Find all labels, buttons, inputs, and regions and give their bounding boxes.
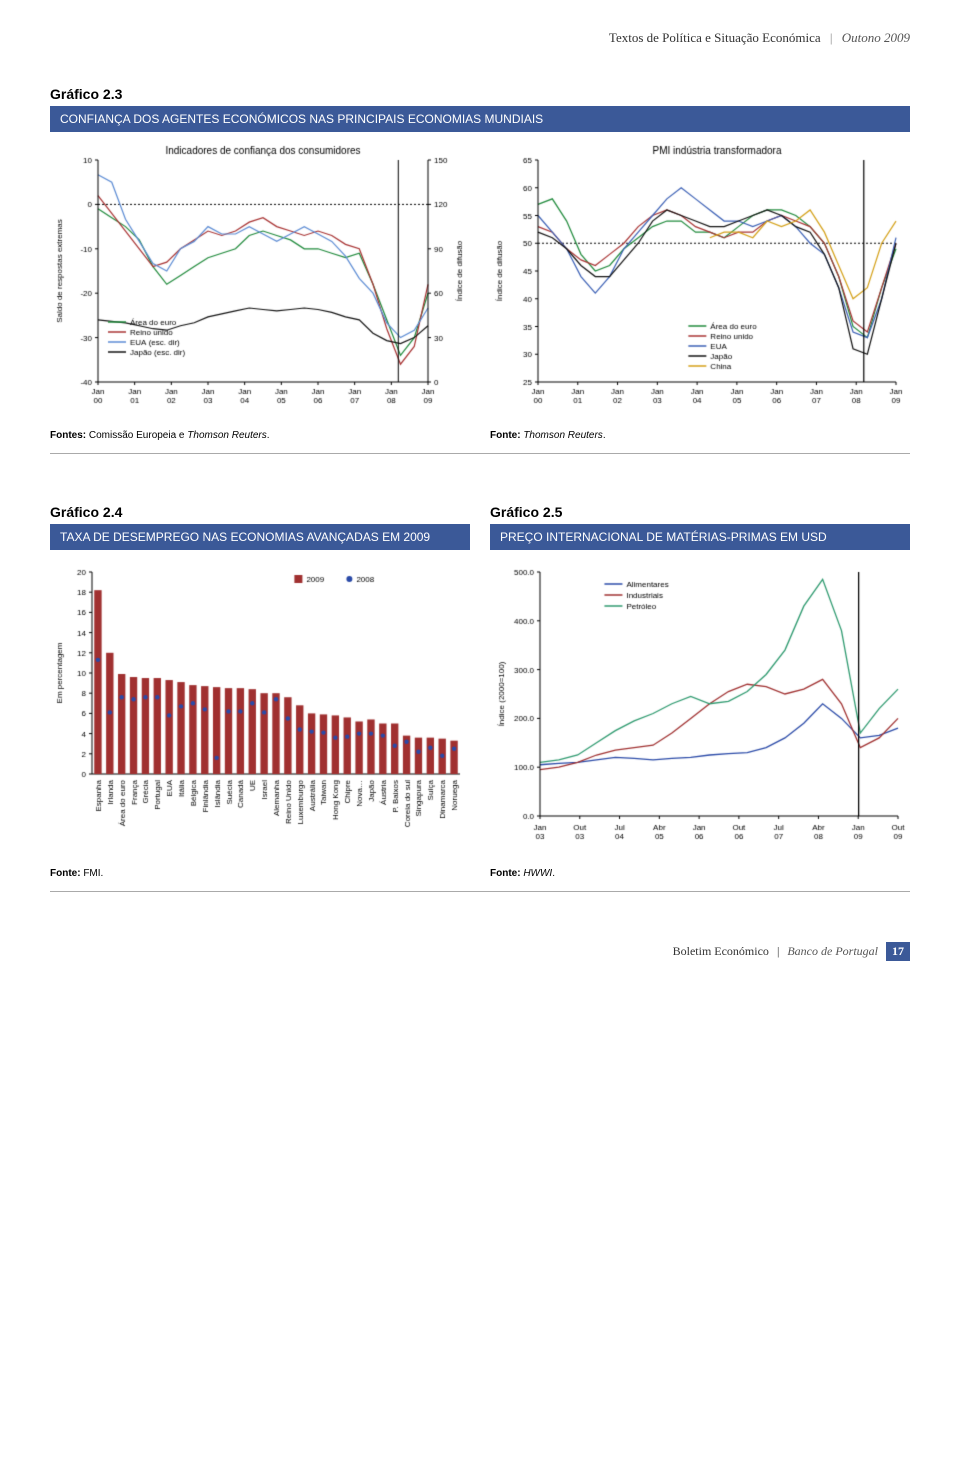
grafico-2-3-title: CONFIANÇA DOS AGENTES ECONÓMICOS NAS PRI… <box>50 106 910 132</box>
unemployment-bar-chart <box>50 560 470 860</box>
grafico-2-5-title: PREÇO INTERNACIONAL DE MATÉRIAS-PRIMAS E… <box>490 524 910 550</box>
commodity-price-chart <box>490 560 910 860</box>
header-season: Outono 2009 <box>842 30 910 45</box>
grafico-2-3-label: Gráfico 2.3 <box>50 86 910 102</box>
pmi-chart <box>490 142 910 422</box>
page-number: 17 <box>886 942 910 961</box>
grafico-2-4-label: Gráfico 2.4 <box>50 504 470 520</box>
source-2-3-left: Fontes: Comissão Europeia e Thomson Reut… <box>50 430 470 441</box>
page-footer: Boletim Económico | Banco de Portugal 17 <box>50 942 910 961</box>
grafico-2-4-title: TAXA DE DESEMPREGO NAS ECONOMIAS AVANÇAD… <box>50 524 470 550</box>
divider-line-2 <box>50 891 910 892</box>
source-2-4: Fonte: FMI. <box>50 868 470 879</box>
footer-left: Boletim Económico <box>673 944 769 959</box>
source-2-5: Fonte: HWWI. <box>490 868 910 879</box>
page-header: Textos de Política e Situação Económica … <box>50 30 910 46</box>
footer-right: Banco de Portugal <box>787 944 878 959</box>
source-2-3-right: Fonte: Thomson Reuters. <box>490 430 910 441</box>
header-title: Textos de Política e Situação Económica <box>609 30 821 45</box>
consumer-confidence-chart <box>50 142 470 422</box>
divider-line-1 <box>50 453 910 454</box>
grafico-2-5-label: Gráfico 2.5 <box>490 504 910 520</box>
